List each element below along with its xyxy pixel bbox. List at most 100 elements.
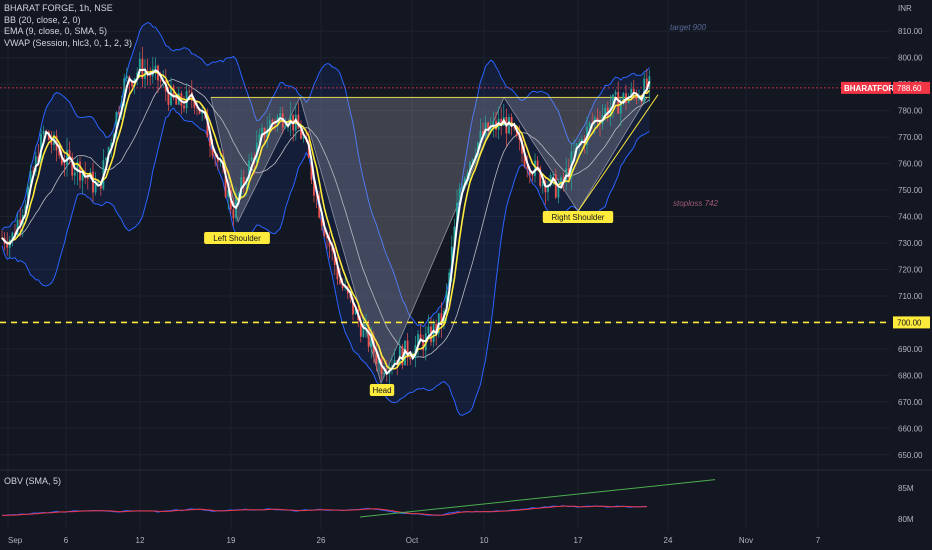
price-tick-label: 810.00 <box>898 27 923 36</box>
candle-body <box>619 101 622 114</box>
candle-body <box>432 323 435 343</box>
candle-body <box>66 150 68 166</box>
obv-tick-label: 80M <box>898 515 914 524</box>
candle-body <box>562 177 565 181</box>
head-label: Head <box>369 384 395 396</box>
candle-body <box>643 78 646 102</box>
legend-symbol[interactable]: BHARAT FORGE, 1h, NSE <box>4 3 113 13</box>
time-tick-label: 12 <box>136 536 145 545</box>
time-tick-label: Nov <box>739 536 753 545</box>
legend-ema[interactable]: EMA (9, close, 0, SMA, 5) <box>4 26 108 36</box>
target-annotation: target 900 <box>670 23 707 32</box>
candle-body <box>448 272 451 291</box>
candle-body <box>188 91 191 93</box>
candle-body <box>612 94 614 108</box>
candle-body <box>63 164 66 166</box>
candle-body <box>482 131 484 136</box>
svg-text:788.60: 788.60 <box>897 84 922 93</box>
candle-body <box>466 173 469 179</box>
candle-body <box>469 162 471 174</box>
candle-body <box>206 113 209 137</box>
candle-body <box>172 86 175 98</box>
candle-body <box>422 339 425 351</box>
time-tick-label: Sep <box>8 536 23 545</box>
price-tick-label: 780.00 <box>898 107 923 116</box>
obv-axis[interactable]: 85M 80M <box>898 484 914 524</box>
candle-body <box>266 129 269 138</box>
candle-body <box>68 150 71 157</box>
candle-body <box>271 120 274 123</box>
legend-bb[interactable]: BB (20, close, 2, 0) <box>4 14 81 25</box>
price-tick-label: 770.00 <box>898 133 923 142</box>
candle-body <box>118 112 120 114</box>
candle-body <box>310 158 313 180</box>
candle-body <box>73 172 76 176</box>
candle-body <box>398 346 401 366</box>
candle-body <box>638 97 640 100</box>
svg-text:Left Shoulder: Left Shoulder <box>213 234 261 243</box>
candle-body <box>196 107 198 109</box>
svg-text:700.00: 700.00 <box>897 318 922 327</box>
candle-body <box>315 195 318 197</box>
candle-body <box>614 92 617 95</box>
candle-body <box>645 78 648 89</box>
candle-body <box>313 179 315 196</box>
candle-body <box>409 357 412 359</box>
candle-body <box>227 190 230 197</box>
time-tick-label: Oct <box>406 536 419 545</box>
time-tick-label: 10 <box>480 536 489 545</box>
candle-body <box>261 127 263 135</box>
price-tick-label: 750.00 <box>898 186 923 195</box>
candle-body <box>245 182 248 185</box>
candle-body <box>336 264 339 280</box>
time-axis[interactable]: Sep 6 12 19 26 Oct 10 17 24 Nov 7 <box>8 536 821 545</box>
candle-body <box>536 160 539 168</box>
candle-body <box>526 166 529 169</box>
candle-body <box>341 283 344 289</box>
price-tick-label: 660.00 <box>898 424 923 433</box>
candle-body <box>604 107 607 115</box>
candle-body <box>193 100 196 108</box>
candle-body <box>250 157 253 161</box>
candle-body <box>19 219 22 225</box>
candle-body <box>105 157 107 161</box>
right-shoulder-label: Right Shoulder <box>542 211 614 223</box>
candle-body <box>326 236 328 239</box>
candle-body <box>232 209 235 219</box>
candle-body <box>362 325 365 337</box>
candle-body <box>354 309 357 315</box>
left-shoulder-label: Left Shoulder <box>204 232 270 244</box>
candle-body <box>16 219 19 236</box>
candle-body <box>471 159 474 163</box>
candle-body <box>622 93 625 102</box>
candle-body <box>375 352 378 364</box>
candle-body <box>76 161 79 173</box>
candle-body <box>445 290 448 311</box>
candle-body <box>11 232 14 240</box>
candle-body <box>596 117 599 122</box>
time-tick-label: 6 <box>64 536 69 545</box>
obv-tick-label: 85M <box>898 484 914 493</box>
candle-body <box>531 175 534 176</box>
candle-body <box>94 183 97 193</box>
candle-body <box>138 58 141 73</box>
candle-body <box>214 155 217 157</box>
candle-body <box>393 360 396 366</box>
candle-body <box>167 91 170 105</box>
candle-body <box>391 365 393 367</box>
candle-body <box>359 320 362 337</box>
candle-body <box>240 177 243 194</box>
obv-legend[interactable]: OBV (SMA, 5) <box>4 476 62 486</box>
candle-body <box>588 123 591 127</box>
candle-body <box>339 279 341 284</box>
candle-body <box>97 181 100 184</box>
candle-body <box>539 167 542 186</box>
candle-body <box>323 226 326 237</box>
svg-text:Head: Head <box>372 386 391 395</box>
candle-body <box>242 177 245 185</box>
legend-vwap[interactable]: VWAP (Session, hlc3, 0, 1, 2, 3) <box>4 37 133 48</box>
candle-body <box>534 160 536 176</box>
candle-body <box>279 113 282 117</box>
candle-body <box>435 323 438 334</box>
